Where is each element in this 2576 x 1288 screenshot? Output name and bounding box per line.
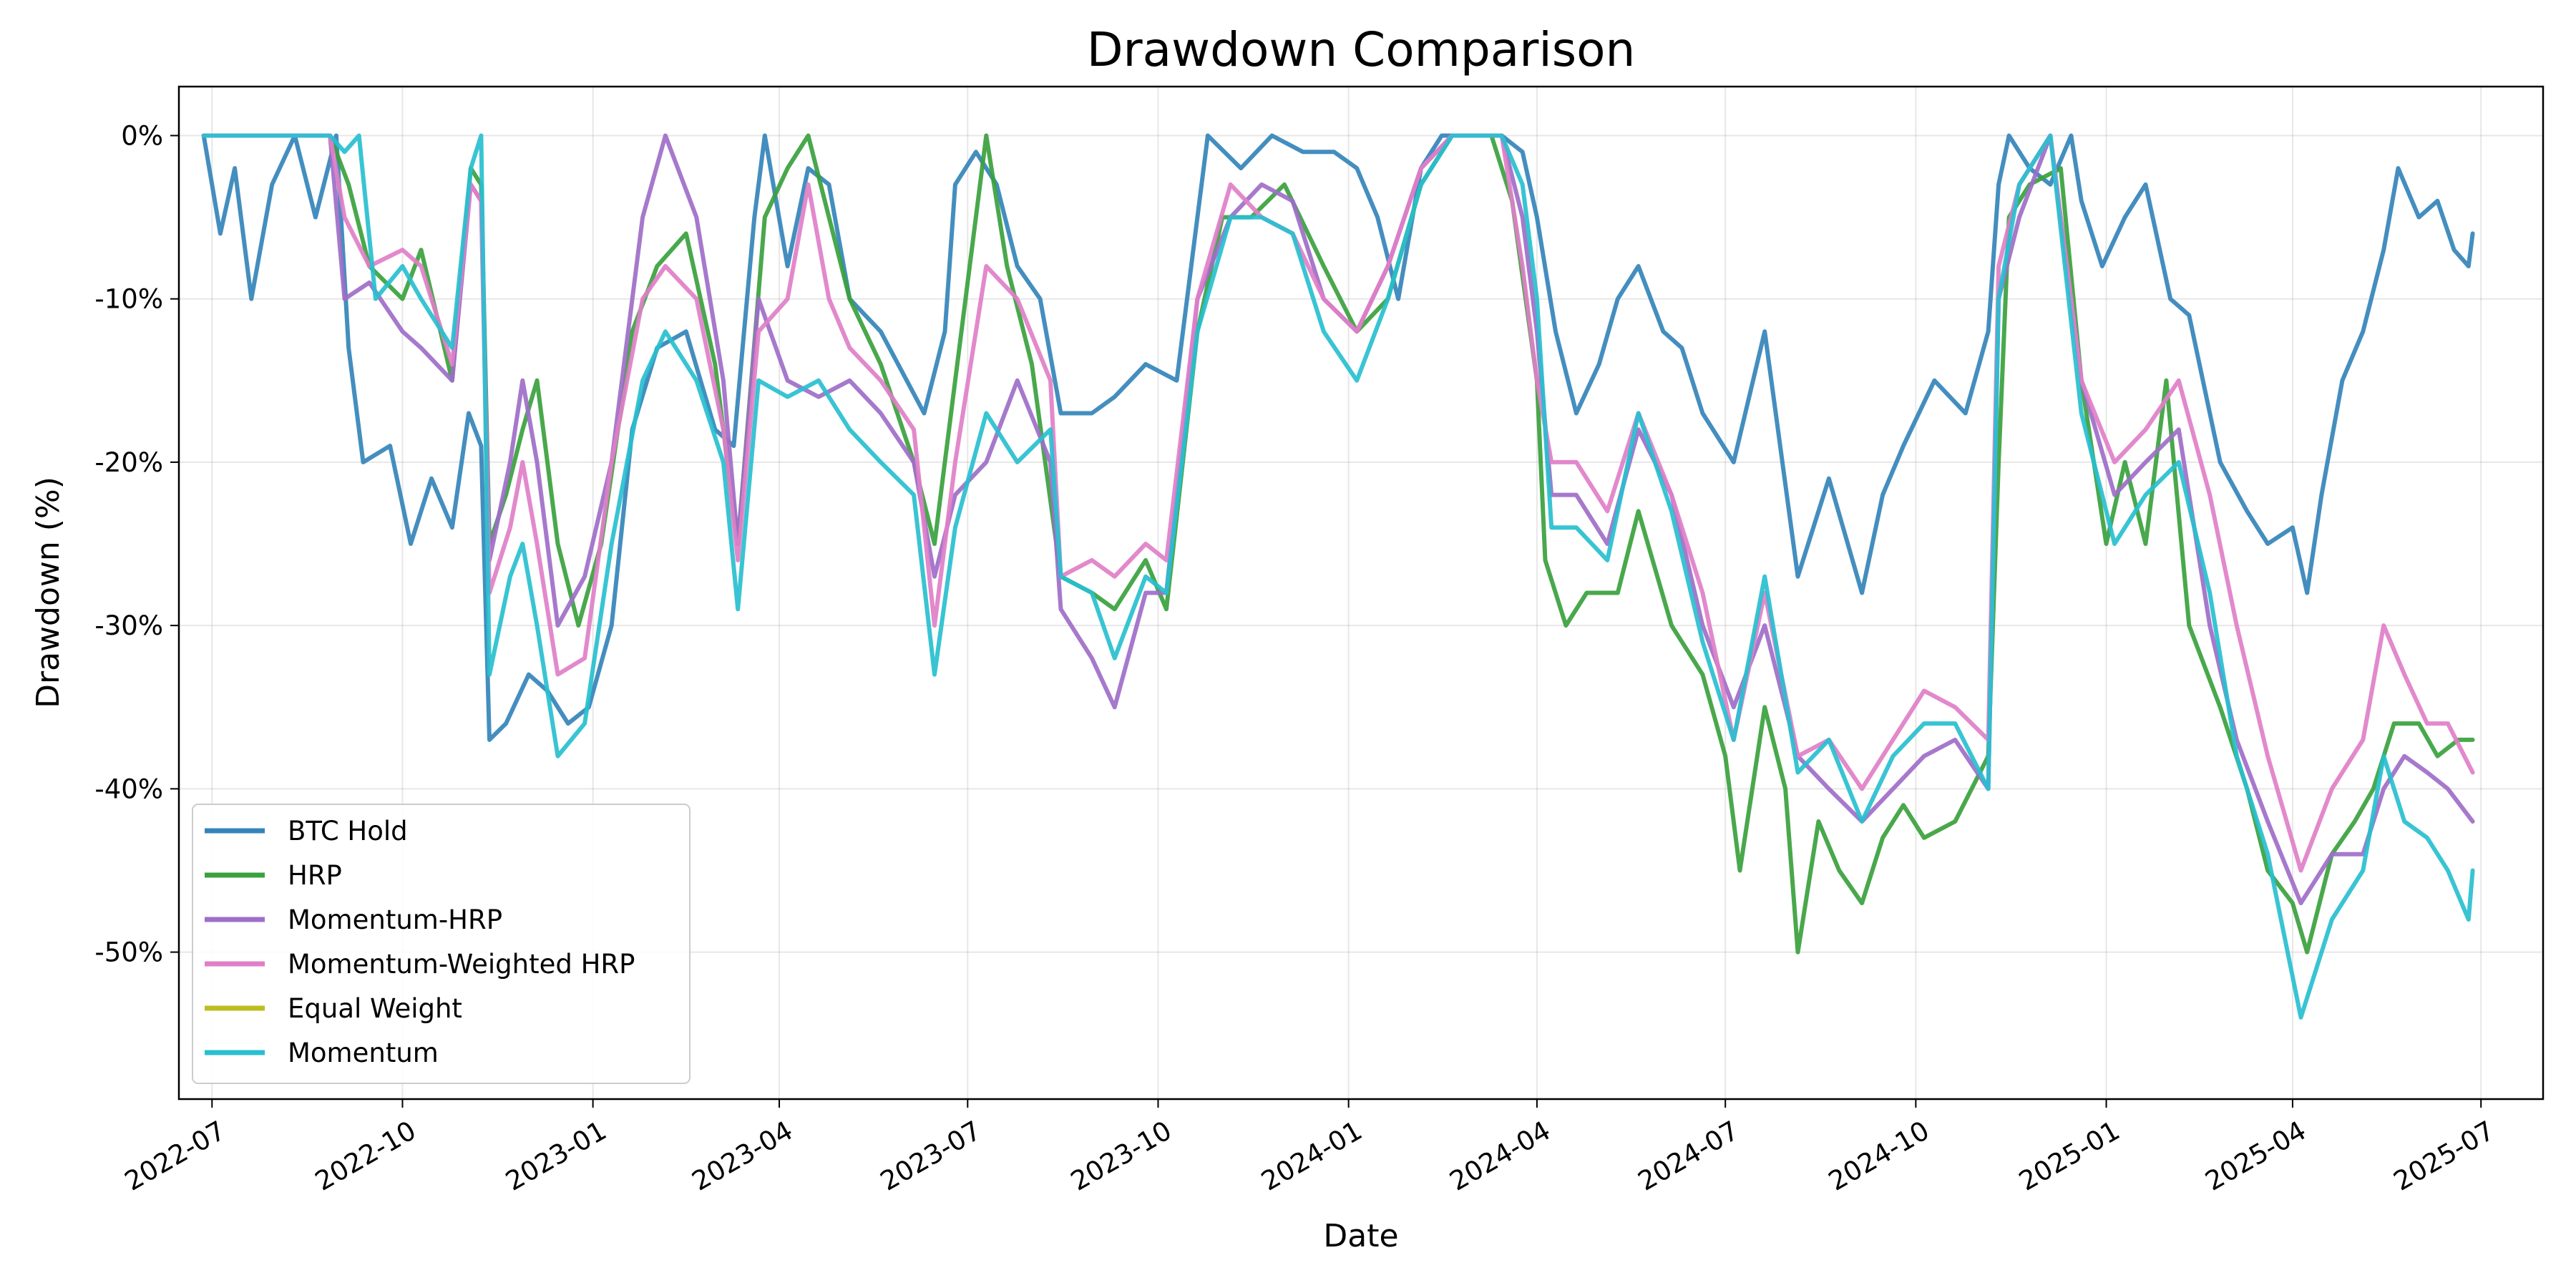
series-line-momentum (201, 133, 2475, 1020)
legend-label: Momentum-HRP (288, 904, 502, 935)
x-axis-label: Date (1323, 1218, 1398, 1254)
series-layer (201, 133, 2475, 1020)
y-tick-label: -20% (94, 447, 163, 478)
y-tick-label: -40% (94, 774, 163, 804)
chart-title: Drawdown Comparison (1087, 22, 1636, 77)
y-tick-label: -10% (94, 284, 163, 315)
plot-frame (177, 85, 2545, 1101)
y-axis-label: Drawdown (%) (30, 477, 67, 708)
y-axis: 0% -10% -20% -30% -40% -50% (94, 120, 179, 968)
y-tick-label: -50% (94, 937, 163, 968)
legend-label: BTC Hold (288, 816, 408, 847)
y-tick-label: 0% (121, 120, 163, 151)
legend-label: HRP (288, 860, 342, 891)
grid-lines (179, 87, 2543, 1099)
series-line-btc-hold (201, 133, 2475, 742)
legend: BTC Hold HRP Momentum-HRP Momentum-Weighted… (192, 804, 691, 1084)
series-line-momentum-hrp (201, 133, 2475, 906)
legend-label: Equal Weight (288, 993, 462, 1024)
legend-label: Momentum (288, 1038, 439, 1068)
legend-box (192, 804, 691, 1084)
legend-label: Momentum-Weighted HRP (288, 949, 635, 980)
y-tick-label: -30% (94, 610, 163, 641)
